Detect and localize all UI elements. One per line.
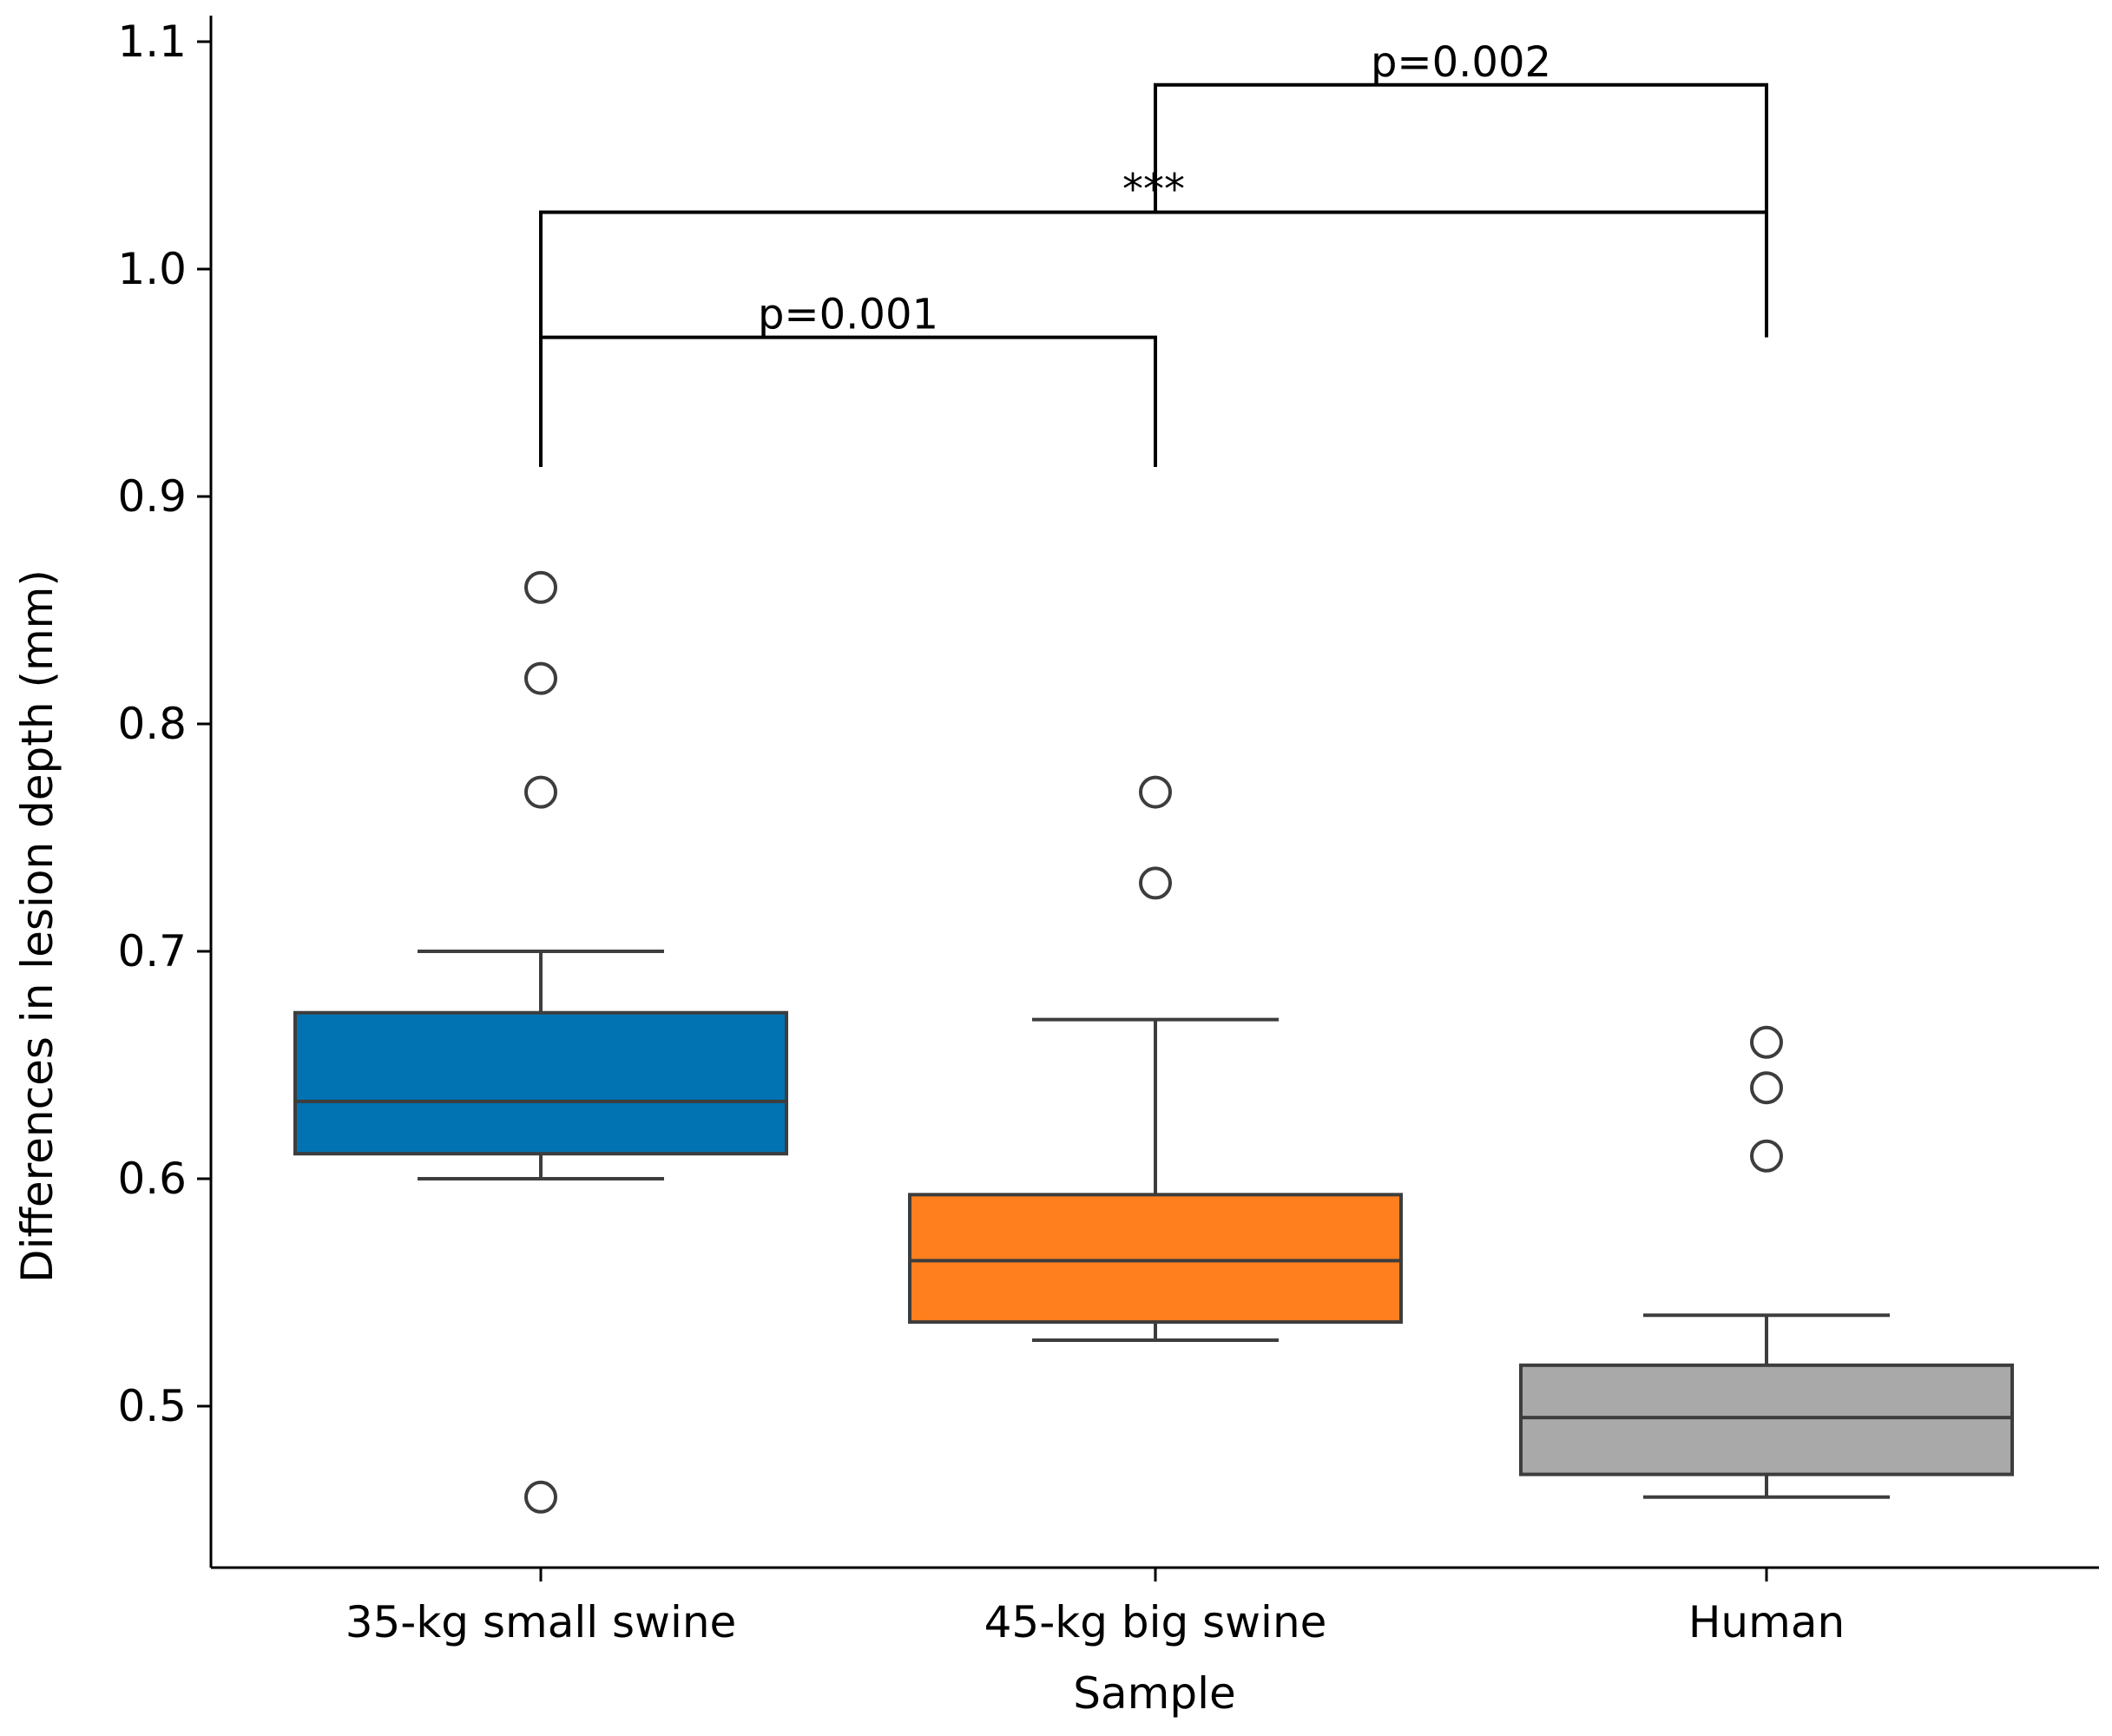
- y-tick-label: 0.5: [117, 1381, 187, 1431]
- x-axis-label: Sample: [1073, 1668, 1235, 1719]
- significance-label: p=0.002: [1371, 38, 1551, 87]
- outlier-point: [524, 570, 557, 604]
- boxes: [293, 570, 2014, 1514]
- y-tick-label: 0.6: [117, 1154, 187, 1204]
- outlier-point: [524, 1480, 557, 1514]
- box-iqr: [1519, 1363, 2014, 1476]
- y-axis-label: Differences in lesion depth (mm): [12, 569, 63, 1283]
- significance-bracket: [539, 335, 1157, 467]
- axes: 0.5 0.6 0.7 0.8 0.9 1.0 1.1 35-kg small swine 45…: [117, 16, 2099, 1647]
- outlier-point: [524, 775, 557, 809]
- outlier-point: [1139, 775, 1172, 809]
- box-iqr: [293, 1010, 788, 1156]
- y-tick-label: 0.7: [117, 926, 187, 976]
- box-group: [1519, 1025, 2014, 1499]
- outlier-point: [524, 661, 557, 695]
- significance-bracket: [1154, 82, 1768, 213]
- y-tick-label: 1.0: [117, 244, 187, 294]
- y-tick-label: 0.8: [117, 699, 187, 749]
- box-iqr: [908, 1193, 1403, 1325]
- x-tick-label: Human: [1688, 1597, 1845, 1647]
- outlier-point: [1139, 866, 1172, 900]
- outlier-point: [1750, 1025, 1783, 1059]
- significance-label: p=0.001: [758, 291, 938, 339]
- box-group: [293, 570, 788, 1514]
- box-group: [908, 775, 1403, 1343]
- x-tick-label: 45-kg big swine: [984, 1597, 1327, 1647]
- significance-annotations: p=0.001***p=0.002: [539, 38, 1768, 467]
- outlier-point: [1750, 1139, 1783, 1173]
- y-tick-label: 0.9: [117, 471, 187, 522]
- x-tick-label: 35-kg small swine: [345, 1597, 737, 1647]
- significance-bracket: [539, 210, 1768, 338]
- outlier-point: [1750, 1071, 1783, 1105]
- y-tick-label: 1.1: [117, 16, 187, 67]
